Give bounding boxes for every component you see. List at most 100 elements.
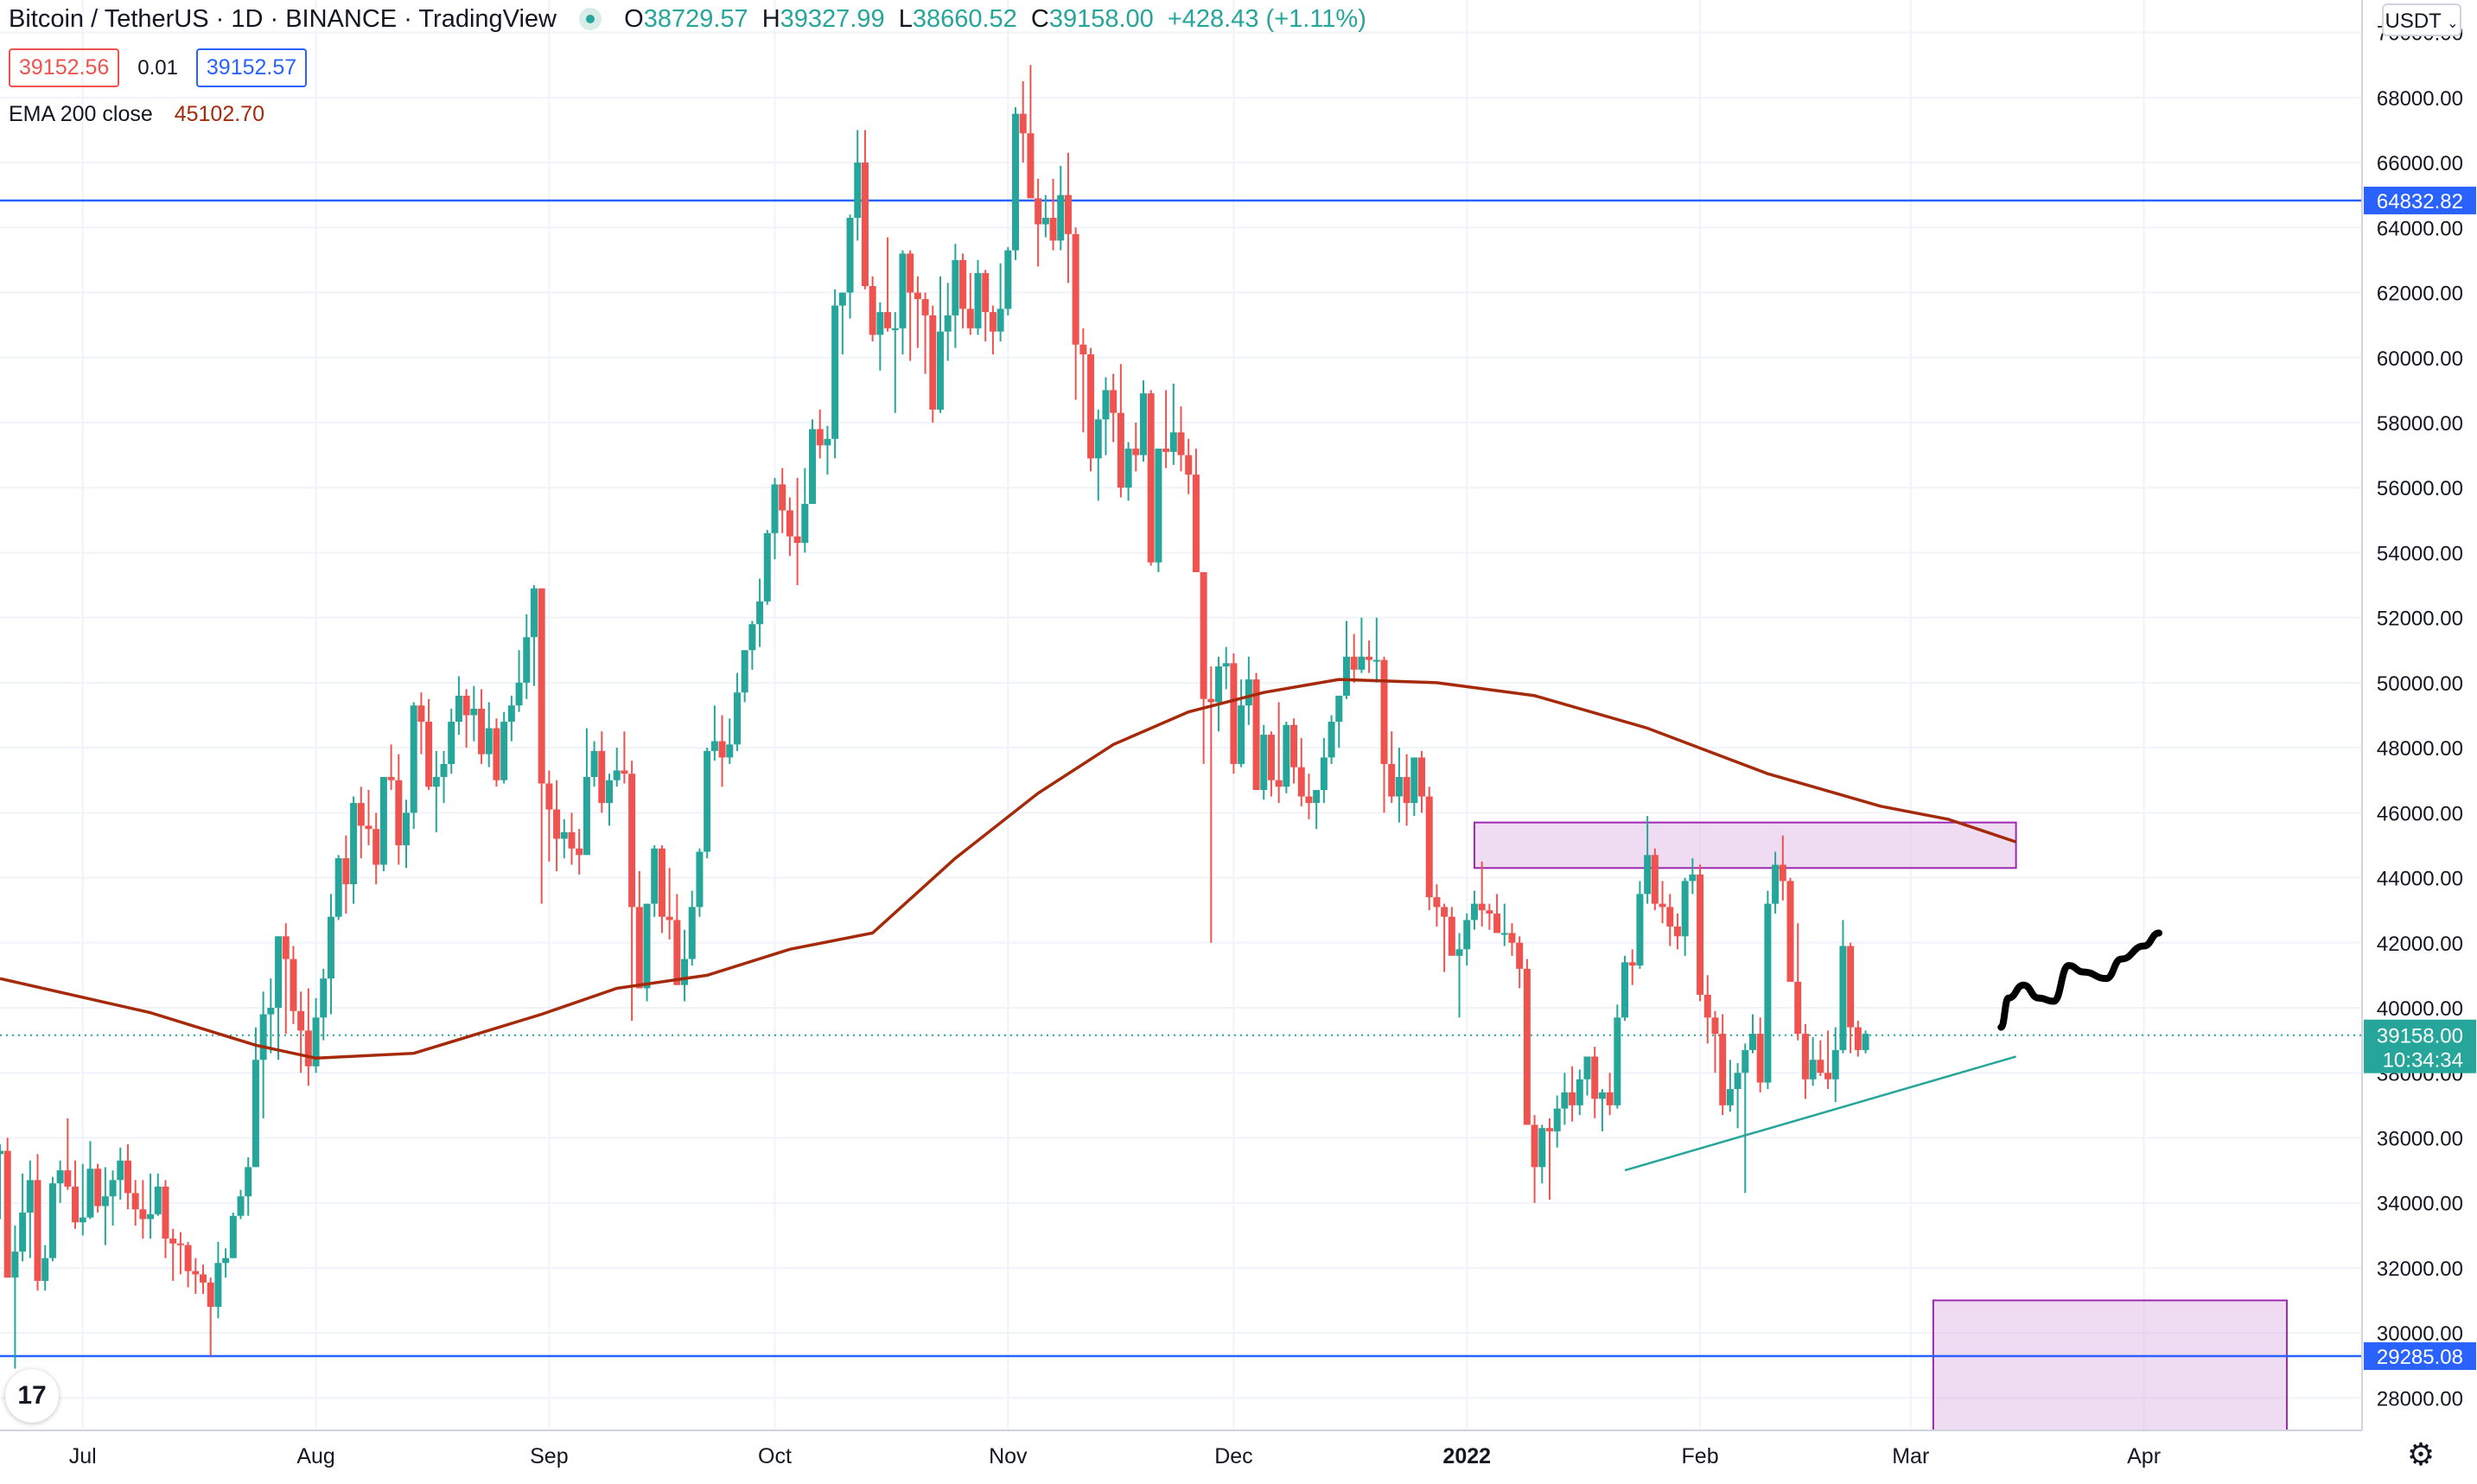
candle-body bbox=[169, 1239, 177, 1244]
candle-body bbox=[982, 272, 990, 313]
candle-body bbox=[176, 1243, 184, 1245]
candle-body bbox=[1342, 656, 1350, 696]
candle-body bbox=[365, 825, 373, 830]
candle-body bbox=[259, 1014, 267, 1060]
candle-body bbox=[1200, 572, 1207, 699]
interval-label[interactable]: 1D bbox=[231, 5, 264, 33]
candle-body bbox=[64, 1170, 72, 1187]
candle-body bbox=[1463, 920, 1471, 950]
candle-body bbox=[1538, 1128, 1546, 1168]
candle-body bbox=[936, 331, 944, 410]
candle-body bbox=[1380, 659, 1388, 764]
candle-body bbox=[1335, 695, 1343, 723]
candle-body bbox=[779, 484, 786, 511]
candle-body bbox=[500, 722, 508, 780]
candle-body bbox=[334, 858, 342, 917]
candle-body bbox=[1064, 194, 1072, 234]
candle-body bbox=[598, 750, 606, 804]
candle-body bbox=[417, 705, 425, 723]
candle-body bbox=[1839, 946, 1847, 1050]
candle-body bbox=[733, 692, 741, 745]
indicator-legend[interactable]: EMA 200 close 45102.70 bbox=[9, 102, 264, 127]
candle-body bbox=[1358, 656, 1366, 670]
candle-body bbox=[207, 1282, 214, 1308]
candle-body bbox=[192, 1271, 200, 1275]
candle-body bbox=[538, 588, 545, 784]
x-tick-label: Apr bbox=[2127, 1444, 2161, 1468]
ohlc-high-key: H bbox=[761, 5, 780, 33]
x-tick-label: Jul bbox=[69, 1444, 97, 1468]
x-tick-label: Mar bbox=[1892, 1444, 1929, 1468]
candle-body bbox=[1418, 757, 1426, 797]
candle-body bbox=[1779, 864, 1786, 882]
symbol-title[interactable]: Bitcoin / TetherUS bbox=[9, 5, 209, 33]
supply-zone-0 bbox=[1473, 821, 2017, 869]
candle-body bbox=[379, 776, 387, 865]
currency-dropdown[interactable]: USDT ⌄ bbox=[2382, 3, 2461, 36]
candle-body bbox=[455, 695, 462, 723]
candle-body bbox=[1681, 881, 1689, 937]
candle-body bbox=[425, 722, 433, 787]
candle-body bbox=[252, 1060, 259, 1168]
candle-body bbox=[1320, 757, 1328, 791]
candle-body bbox=[1644, 855, 1652, 895]
candle-body bbox=[1748, 1034, 1756, 1050]
candle-body bbox=[147, 1213, 155, 1220]
candle-body bbox=[1553, 1108, 1561, 1131]
y-tick-label: 30000.00 bbox=[2377, 1322, 2463, 1346]
ohlc-low-key: L bbox=[898, 5, 913, 33]
candle-body bbox=[373, 829, 380, 865]
candle-body bbox=[1267, 735, 1275, 780]
candle-body bbox=[1614, 1017, 1621, 1105]
candle-body bbox=[124, 1160, 131, 1194]
candle-body bbox=[1651, 855, 1659, 904]
candle-body bbox=[41, 1258, 49, 1281]
ohlc-close-key: C bbox=[1030, 5, 1049, 33]
candle-body bbox=[1057, 194, 1065, 241]
x-tick-label: 2022 bbox=[1442, 1444, 1491, 1468]
buy-button[interactable]: 39152.57 bbox=[195, 48, 308, 87]
candle-body bbox=[921, 299, 929, 315]
candle-body bbox=[974, 272, 982, 328]
candle-body bbox=[1110, 390, 1118, 413]
candle-body bbox=[854, 162, 862, 219]
candle-body bbox=[1177, 432, 1185, 455]
candle-body bbox=[139, 1209, 147, 1220]
candle-body bbox=[1366, 656, 1373, 660]
candle-body bbox=[643, 903, 651, 989]
y-tick-label: 66000.00 bbox=[2377, 152, 2463, 175]
candle-body bbox=[1094, 419, 1102, 459]
candle-body bbox=[884, 312, 892, 328]
candle-body bbox=[952, 259, 959, 315]
candle-body bbox=[756, 601, 764, 625]
candle-body bbox=[1764, 903, 1772, 1083]
candle-body bbox=[997, 309, 1004, 332]
candle-body bbox=[0, 1150, 3, 1155]
exchange-label: BINANCE bbox=[285, 5, 398, 33]
candle-body bbox=[606, 780, 614, 804]
candle-body bbox=[1726, 1089, 1734, 1105]
candle-body bbox=[1372, 659, 1380, 662]
market-status-icon[interactable] bbox=[579, 8, 602, 30]
candle-body bbox=[1252, 679, 1260, 791]
candle-body bbox=[838, 292, 846, 306]
candle-body bbox=[1035, 198, 1042, 225]
y-tick-label: 54000.00 bbox=[2377, 542, 2463, 565]
candle-body bbox=[590, 750, 598, 777]
candle-body bbox=[1403, 776, 1410, 804]
tradingview-logo-icon[interactable]: 17 bbox=[5, 1369, 59, 1423]
sell-button[interactable]: 39152.56 bbox=[9, 48, 120, 87]
candle-body bbox=[350, 803, 358, 885]
candle-body bbox=[959, 259, 967, 309]
candle-body bbox=[101, 1196, 109, 1207]
gear-icon[interactable]: ⚙ bbox=[2406, 1436, 2436, 1472]
candle-body bbox=[560, 831, 568, 839]
ohlc-open-value: 38729.57 bbox=[643, 5, 748, 33]
candle-body bbox=[72, 1186, 80, 1223]
y-tick-label: 60000.00 bbox=[2377, 347, 2463, 371]
candle-body bbox=[275, 936, 283, 1009]
candle-body bbox=[1117, 412, 1124, 488]
candle-body bbox=[1215, 666, 1223, 703]
